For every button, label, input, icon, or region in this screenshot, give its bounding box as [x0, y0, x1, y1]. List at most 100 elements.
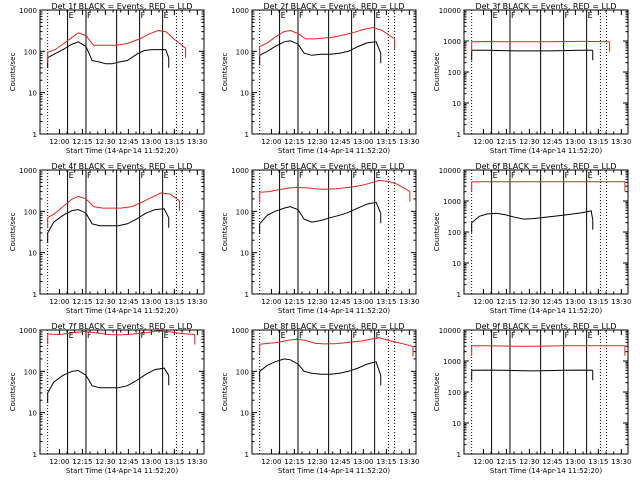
y-axis-label: Counts/sec [433, 53, 441, 92]
x-tick-label: 12:45 [330, 138, 350, 146]
x-tick-label: 12:45 [542, 458, 562, 466]
y-axis-label: Counts/sec [221, 373, 229, 412]
chart-panel-4: Det 4f BLACK = Events, RED = LLD 1 10 100 10… [9, 162, 207, 315]
x-axis-label: Start Time (14-Apr-14 11:52:20) [278, 467, 390, 475]
flag-label: F [141, 331, 146, 340]
x-tick-label: 13:15 [376, 138, 396, 146]
x-tick-label: 13:30 [187, 298, 207, 306]
y-tick-label: 10 [240, 90, 249, 98]
x-tick-label: 12:00 [49, 458, 69, 466]
y-tick-label: 10 [452, 260, 461, 268]
x-tick-label: 13:30 [399, 138, 419, 146]
flag-label: F [353, 331, 358, 340]
x-tick-label: 13:15 [164, 138, 184, 146]
flag-label: E [164, 171, 169, 180]
series-line-events [47, 41, 170, 65]
x-tick-label: 12:45 [330, 298, 350, 306]
y-tick-label: 1 [245, 131, 249, 139]
y-tick-label: 10 [28, 90, 37, 98]
x-axis-label: Start Time (14-Apr-14 11:52:20) [490, 307, 602, 315]
x-tick-label: 13:15 [588, 138, 608, 146]
y-tick-label: 10000 [439, 327, 461, 335]
chart-panel-1: Det 1f BLACK = Events, RED = LLD 1 10 100 10… [9, 2, 207, 155]
flag-label: F [87, 11, 92, 20]
x-tick-label: 12:30 [95, 458, 115, 466]
y-axis-label: Counts/sec [433, 213, 441, 252]
y-tick-label: 1 [33, 291, 37, 299]
y-tick-label: 1000 [231, 327, 249, 335]
x-tick-label: 12:00 [473, 458, 493, 466]
x-tick-label: 12:00 [261, 138, 281, 146]
x-tick-label: 13:15 [376, 298, 396, 306]
x-tick-label: 12:15 [72, 138, 92, 146]
x-tick-label: 13:15 [376, 458, 396, 466]
x-tick-label: 12:30 [95, 298, 115, 306]
y-tick-label: 100 [448, 389, 461, 397]
y-tick-label: 1 [245, 451, 249, 459]
chart-title: Det 2f BLACK = Events, RED = LLD [263, 2, 404, 11]
flag-label: F [511, 171, 516, 180]
y-tick-label: 1000 [19, 7, 37, 15]
y-tick-label: 1 [245, 291, 249, 299]
x-tick-label: 12:45 [542, 298, 562, 306]
flag-label: F [353, 11, 358, 20]
y-tick-label: 10 [452, 100, 461, 108]
y-axis-label: Counts/sec [221, 213, 229, 252]
x-tick-label: 13:30 [399, 458, 419, 466]
x-tick-label: 12:30 [307, 138, 327, 146]
series-line-lld [259, 179, 411, 193]
flag-label: E [376, 11, 381, 20]
y-tick-label: 10 [28, 250, 37, 258]
x-tick-label: 12:00 [473, 138, 493, 146]
x-tick-label: 12:15 [72, 298, 92, 306]
x-tick-label: 12:00 [261, 458, 281, 466]
x-axis-label: Start Time (14-Apr-14 11:52:20) [66, 147, 178, 155]
series-line-events [47, 367, 170, 394]
flag-label: E [69, 331, 74, 340]
plot-frame [463, 9, 629, 135]
flag-label: E [69, 171, 74, 180]
x-tick-label: 13:30 [611, 298, 631, 306]
chart-panel-9: Det 9f BLACK = Events, RED = LLD 1 10 100 10… [433, 322, 631, 475]
y-tick-label: 100 [236, 48, 249, 56]
y-tick-label: 100 [24, 48, 37, 56]
x-tick-label: 13:00 [353, 138, 373, 146]
x-tick-label: 12:30 [519, 138, 539, 146]
x-tick-label: 13:30 [611, 138, 631, 146]
series-line-events [471, 49, 593, 52]
x-tick-label: 13:30 [399, 298, 419, 306]
x-axis-label: Start Time (14-Apr-14 11:52:20) [66, 467, 178, 475]
series-line-lld [47, 29, 186, 53]
flag-label: F [565, 171, 570, 180]
series-line-events [471, 210, 594, 224]
x-axis-label: Start Time (14-Apr-14 11:52:20) [278, 147, 390, 155]
flag-label: F [565, 11, 570, 20]
plot-frame [251, 169, 417, 295]
x-tick-label: 12:30 [307, 458, 327, 466]
chart-title: Det 3f BLACK = Events, RED = LLD [475, 2, 616, 11]
plot-frame [463, 169, 629, 295]
x-tick-label: 12:15 [496, 298, 516, 306]
x-tick-label: 13:00 [141, 458, 161, 466]
y-tick-label: 1000 [443, 38, 461, 46]
chart-title: Det 6f BLACK = Events, RED = LLD [475, 162, 616, 171]
chart-panel-8: Det 8f BLACK = Events, RED = LLD 1 10 100 10… [221, 322, 419, 475]
flag-label: F [87, 171, 92, 180]
chart-panel-5: Det 5f BLACK = Events, RED = LLD 1 10 100 10… [221, 162, 419, 315]
y-tick-label: 100 [448, 229, 461, 237]
series-line-lld [259, 337, 414, 347]
x-tick-label: 12:45 [118, 458, 138, 466]
y-tick-label: 100 [448, 69, 461, 77]
flag-label: E [493, 11, 498, 20]
flag-label: F [511, 11, 516, 20]
y-tick-label: 10 [240, 250, 249, 258]
x-tick-label: 12:15 [284, 458, 304, 466]
flag-label: F [299, 11, 304, 20]
flag-label: E [376, 171, 381, 180]
y-tick-label: 1000 [231, 7, 249, 15]
series-line-lld [47, 330, 195, 336]
x-tick-label: 12:30 [519, 298, 539, 306]
y-tick-label: 1 [457, 131, 461, 139]
y-tick-label: 1000 [443, 358, 461, 366]
